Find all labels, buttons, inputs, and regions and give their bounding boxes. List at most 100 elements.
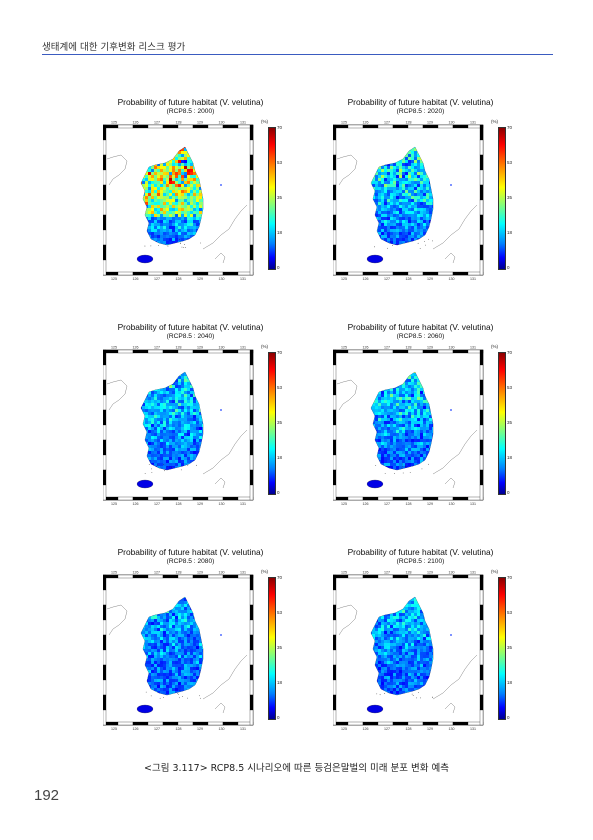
colorbar-tick: 18: [507, 230, 513, 235]
lon-tick-label: 129: [197, 571, 203, 575]
panel-title: Probability of future habitat (V. veluti…: [117, 547, 264, 557]
panel-title: Probability of future habitat (V. veluti…: [347, 322, 494, 332]
lon-tick-label: 126: [363, 571, 369, 575]
header-rule: [42, 54, 553, 55]
colorbar-tick: 0: [507, 715, 510, 720]
lon-tick-label: 127: [384, 571, 390, 575]
colorbar-tick: 18: [277, 680, 283, 685]
panel-title: Probability of future habitat (V. veluti…: [117, 97, 264, 107]
lon-tick-label: 128: [406, 121, 412, 125]
lon-tick-label: 129: [197, 727, 203, 731]
lon-tick-label: 129: [427, 121, 433, 125]
habitat-map: 125 125 126 126 127 127 128 128 129 129 130 130 131 1…: [333, 346, 484, 506]
lon-tick-label: 126: [363, 727, 369, 731]
colorbar: [268, 352, 276, 495]
lon-tick-label: 126: [133, 727, 139, 731]
lon-tick-label: 125: [341, 277, 347, 281]
lon-tick-label: 126: [133, 502, 139, 506]
panel-subtitle: (RCP8.5 : 2080): [166, 558, 215, 565]
lon-tick-label: 129: [427, 277, 433, 281]
colorbar-tick: 0: [277, 490, 280, 495]
lon-tick-label: 127: [154, 277, 160, 281]
lon-tick-label: 129: [197, 346, 203, 350]
colorbar: [498, 352, 506, 495]
lon-tick-label: 125: [111, 277, 117, 281]
lon-tick-label: 130: [219, 571, 225, 575]
lon-tick-label: 131: [470, 727, 476, 731]
lon-tick-label: 129: [197, 121, 203, 125]
lon-tick-label: 126: [363, 502, 369, 506]
colorbar-tick: 35: [507, 420, 513, 425]
lon-tick-label: 130: [449, 727, 455, 731]
colorbar-tick: 70: [277, 125, 283, 130]
lon-tick-label: 129: [427, 571, 433, 575]
lon-tick-label: 125: [111, 346, 117, 350]
lon-tick-label: 129: [197, 502, 203, 506]
lon-tick-label: 130: [449, 502, 455, 506]
map-panel-2020: Probability of future habitat (V. veluti…: [333, 97, 593, 292]
lon-tick-label: 127: [384, 277, 390, 281]
colorbar-tick: 53: [507, 610, 513, 615]
colorbar-tick: 53: [277, 385, 283, 390]
lon-tick-label: 129: [197, 277, 203, 281]
lon-tick-label: 128: [176, 121, 182, 125]
panel-subtitle: (RCP8.5 : 2040): [166, 333, 215, 340]
colorbar-tick: 18: [507, 680, 513, 685]
lon-tick-label: 130: [449, 571, 455, 575]
colorbar-tick: 18: [277, 455, 283, 460]
lon-tick-label: 131: [240, 346, 246, 350]
map-panel-2040: Probability of future habitat (V. veluti…: [103, 322, 383, 517]
colorbar-unit: (%): [491, 344, 498, 349]
habitat-map: 125 125 126 126 127 127 128 128 129 129 130 130 131 1…: [333, 121, 484, 281]
lon-tick-label: 127: [154, 121, 160, 125]
lon-tick-label: 127: [384, 121, 390, 125]
lon-tick-label: 131: [240, 121, 246, 125]
lon-tick-label: 130: [449, 277, 455, 281]
lon-tick-label: 125: [341, 346, 347, 350]
map-panel-2060: Probability of future habitat (V. veluti…: [333, 322, 593, 517]
colorbar-tick: 0: [277, 265, 280, 270]
page-number: 192: [34, 787, 60, 804]
colorbar-tick: 70: [507, 350, 513, 355]
lon-tick-label: 128: [406, 502, 412, 506]
colorbar-tick: 35: [277, 420, 283, 425]
colorbar-tick: 35: [277, 195, 283, 200]
panel-subtitle: (RCP8.5 : 2020): [396, 108, 445, 115]
lon-tick-label: 129: [427, 346, 433, 350]
lon-tick-label: 127: [154, 571, 160, 575]
lon-tick-label: 126: [363, 346, 369, 350]
lon-tick-label: 128: [176, 502, 182, 506]
colorbar-tick: 0: [507, 265, 510, 270]
lon-tick-label: 127: [154, 502, 160, 506]
lon-tick-label: 127: [154, 727, 160, 731]
lon-tick-label: 126: [133, 121, 139, 125]
colorbar-tick: 70: [507, 575, 513, 580]
habitat-map: 125 125 126 126 127 127 128 128 129 129 130 130 131 1…: [333, 571, 484, 731]
lon-tick-label: 126: [363, 121, 369, 125]
lon-tick-label: 128: [176, 346, 182, 350]
colorbar-tick: 18: [507, 455, 513, 460]
colorbar: [498, 577, 506, 720]
figure-caption: <그림 3.117> RCP8.5 시나리오에 따른 등검은말벌의 미래 분포 …: [144, 763, 449, 774]
lon-tick-label: 127: [384, 502, 390, 506]
colorbar-tick: 18: [277, 230, 283, 235]
lon-tick-label: 131: [240, 571, 246, 575]
colorbar-tick: 35: [507, 195, 513, 200]
lon-tick-label: 131: [240, 502, 246, 506]
lon-tick-label: 128: [406, 571, 412, 575]
habitat-map: 125 125 126 126 127 127 128 128 129 129 130 130 131 1…: [103, 121, 254, 281]
colorbar-tick: 35: [277, 645, 283, 650]
lon-tick-label: 125: [341, 571, 347, 575]
lon-tick-label: 128: [176, 571, 182, 575]
lon-tick-label: 128: [176, 277, 182, 281]
lon-tick-label: 130: [219, 346, 225, 350]
lon-tick-label: 126: [133, 277, 139, 281]
lon-tick-label: 131: [470, 277, 476, 281]
colorbar: [268, 577, 276, 720]
lon-tick-label: 128: [406, 727, 412, 731]
panel-title: Probability of future habitat (V. veluti…: [347, 97, 494, 107]
lon-tick-label: 127: [154, 346, 160, 350]
lon-tick-label: 131: [240, 277, 246, 281]
colorbar: [498, 127, 506, 270]
colorbar-tick: 0: [507, 490, 510, 495]
